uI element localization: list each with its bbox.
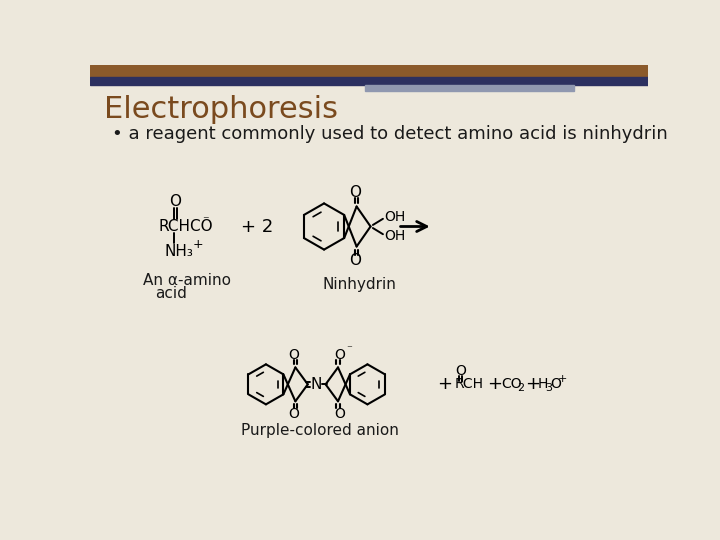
Bar: [90, 65, 648, 77]
Text: O: O: [550, 377, 561, 392]
Text: O: O: [169, 194, 181, 210]
Text: 2: 2: [517, 383, 524, 393]
Text: RCH: RCH: [454, 377, 483, 392]
Text: RCHCO: RCHCO: [158, 219, 213, 234]
Text: +: +: [487, 375, 503, 393]
Bar: [90, 77, 648, 85]
Text: O: O: [349, 185, 361, 200]
Text: O: O: [334, 348, 345, 362]
Text: Ninhydrin: Ninhydrin: [323, 276, 397, 292]
Text: OH: OH: [384, 229, 406, 243]
Text: N: N: [311, 377, 323, 392]
Text: An α-amino: An α-amino: [143, 273, 230, 288]
Text: O: O: [289, 348, 300, 362]
Text: • a reagent commonly used to detect amino acid is ninhydrin: • a reagent commonly used to detect amin…: [112, 125, 667, 143]
Text: acid: acid: [155, 286, 187, 301]
Text: + 2: + 2: [241, 218, 274, 235]
Text: Purple-colored anion: Purple-colored anion: [241, 423, 399, 438]
Text: Electrophoresis: Electrophoresis: [104, 95, 338, 124]
Text: ⁻: ⁻: [202, 214, 209, 227]
Text: CO: CO: [500, 377, 521, 392]
Text: +: +: [558, 374, 567, 384]
Text: +: +: [437, 375, 452, 393]
Text: H: H: [537, 377, 547, 392]
Text: O: O: [349, 253, 361, 268]
Text: O: O: [334, 407, 345, 421]
Text: NH₃: NH₃: [164, 245, 193, 259]
Text: +: +: [192, 239, 203, 252]
Text: O: O: [455, 364, 466, 378]
Text: +: +: [525, 375, 540, 393]
Bar: [365, 85, 575, 91]
Text: O: O: [289, 407, 300, 421]
Text: OH: OH: [384, 210, 406, 224]
Text: 3: 3: [545, 383, 552, 393]
Text: ⁻: ⁻: [346, 345, 352, 355]
